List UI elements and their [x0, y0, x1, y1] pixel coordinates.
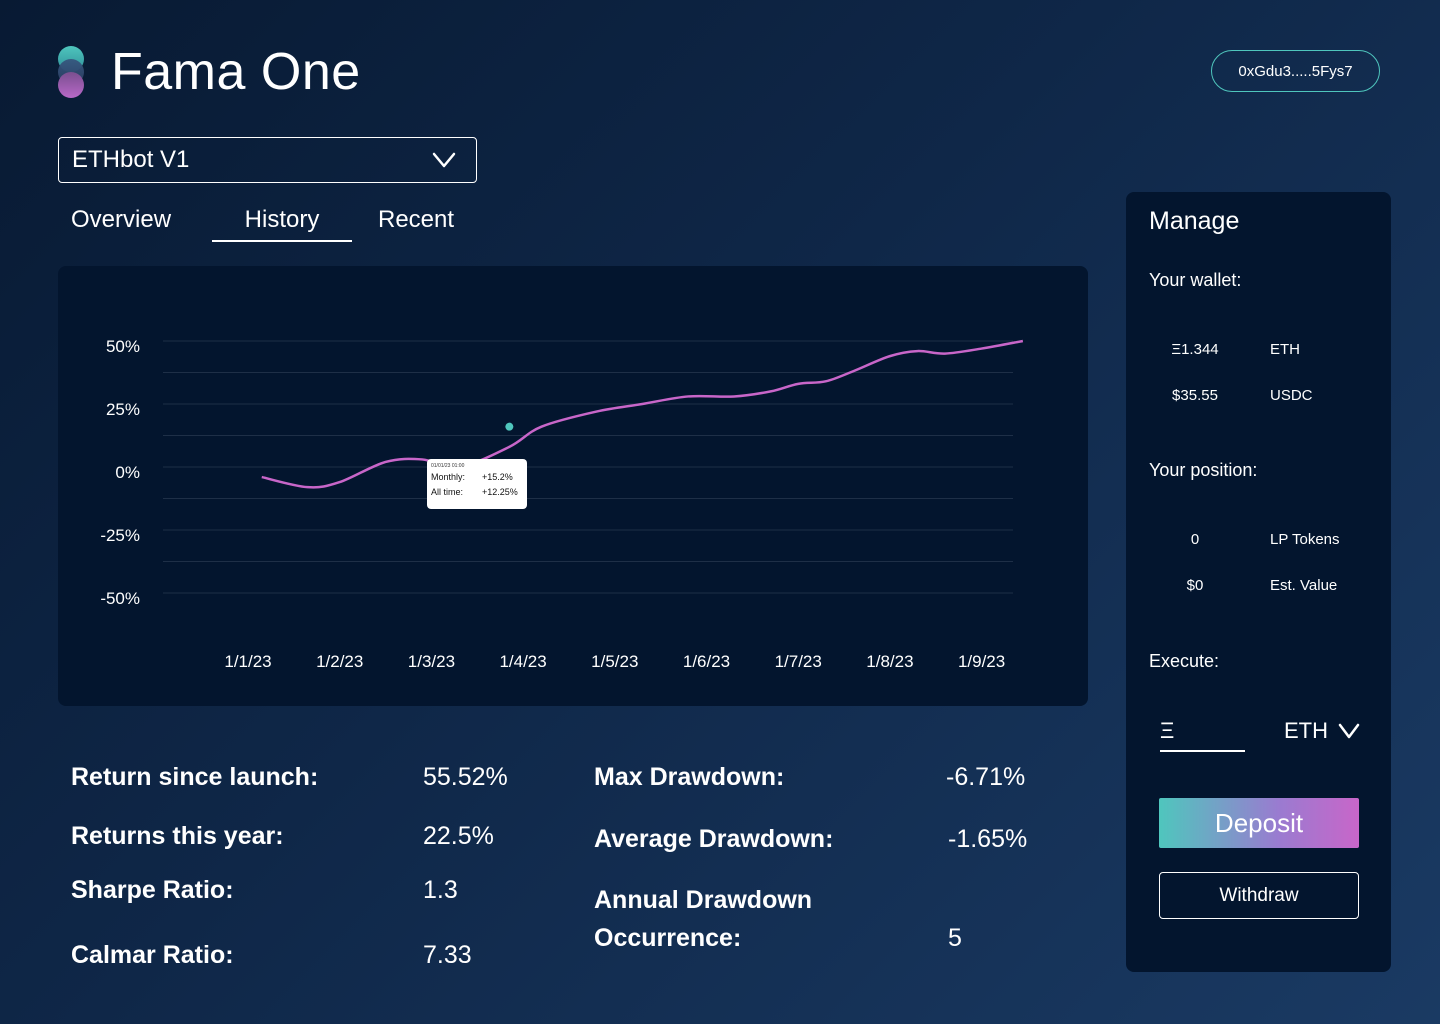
stat-label-max-drawdown: Max Drawdown: — [594, 763, 785, 791]
execute-label: Execute: — [1149, 651, 1220, 671]
chart-x-tick-label: 1/8/23 — [866, 652, 913, 671]
stat-label-returns-this-year: Returns this year: — [71, 822, 284, 850]
chart-x-tick-label: 1/7/23 — [775, 652, 822, 671]
stat-value-annual-drawdown: 5 — [948, 924, 962, 952]
wallet-address-button[interactable]: 0xGdu3.....5Fys7 — [1211, 50, 1380, 92]
tooltip-date: 01/01/23 01:00 — [431, 463, 465, 469]
manage-panel: Manage Your wallet: Ξ1.344 ETH $35.55 US… — [1126, 192, 1391, 972]
chart-tooltip: 01/01/23 01:00 Monthly: +15.2% All time:… — [427, 459, 527, 509]
position-lp-amount: 0 — [1190, 531, 1200, 548]
tab-overview[interactable]: Overview — [71, 206, 172, 233]
stat-label-annual-drawdown-line2: Occurrence: — [594, 924, 742, 952]
bot-select-dropdown[interactable]: ETHbot V1 — [58, 137, 477, 183]
tooltip-alltime-label: All time: — [431, 487, 464, 497]
position-value-amount: $0 — [1186, 577, 1204, 594]
amount-prefix: Ξ — [1160, 718, 1175, 743]
stat-value-average-drawdown: -1.65% — [948, 825, 1028, 853]
wallet-eth-unit: ETH — [1270, 341, 1300, 358]
wallet-label: Your wallet: — [1149, 270, 1242, 290]
chart-x-tick-label: 1/1/23 — [224, 652, 271, 671]
chart-highlight-point — [505, 422, 514, 431]
stat-label-return-since-launch: Return since launch: — [71, 763, 319, 791]
position-label: Your position: — [1149, 460, 1258, 480]
app-title: Fama One — [111, 43, 361, 101]
chart-y-tick-label: 0% — [115, 463, 140, 482]
manage-title: Manage — [1149, 207, 1240, 235]
chart-series-line — [261, 339, 1024, 489]
tab-history[interactable]: History — [212, 200, 352, 242]
deposit-button[interactable]: Deposit — [1159, 798, 1359, 848]
chart-y-tick-label: 50% — [106, 337, 140, 356]
tooltip-alltime-value: +12.25% — [482, 487, 518, 497]
position-lp-unit: LP Tokens — [1270, 531, 1340, 548]
chart-x-tick-label: 1/9/23 — [958, 652, 1005, 671]
position-value-unit: Est. Value — [1270, 577, 1338, 594]
chart-x-tick-label: 1/2/23 — [316, 652, 363, 671]
currency-select[interactable]: ETH — [1284, 714, 1360, 748]
withdraw-button[interactable]: Withdraw — [1159, 872, 1359, 919]
tab-recent[interactable]: Recent — [378, 206, 455, 233]
chevron-down-icon — [1338, 723, 1360, 739]
chevron-down-icon — [432, 152, 456, 168]
chart-x-tick-label: 1/5/23 — [591, 652, 638, 671]
amount-input[interactable]: Ξ — [1160, 714, 1245, 752]
stat-value-calmar-ratio: 7.33 — [423, 941, 472, 969]
chart-y-tick-label: -50% — [100, 589, 140, 608]
currency-select-value: ETH — [1284, 718, 1328, 743]
stat-label-annual-drawdown-line1: Annual Drawdown — [594, 886, 813, 914]
chart-x-tick-label: 1/4/23 — [499, 652, 546, 671]
stat-label-sharpe-ratio: Sharpe Ratio: — [71, 876, 234, 904]
wallet-usdc-amount: $35.55 — [1172, 387, 1218, 404]
stat-value-sharpe-ratio: 1.3 — [423, 876, 458, 904]
chart-x-tick-label: 1/3/23 — [408, 652, 455, 671]
stat-value-max-drawdown: -6.71% — [946, 763, 1026, 791]
chart-x-tick-label: 1/6/23 — [683, 652, 730, 671]
tooltip-monthly-label: Monthly: — [431, 472, 466, 482]
chart-y-tick-label: 25% — [106, 400, 140, 419]
wallet-eth-amount: Ξ1.344 — [1171, 341, 1219, 358]
bot-select-value: ETHbot V1 — [72, 146, 190, 173]
wallet-usdc-unit: USDC — [1270, 387, 1313, 404]
app-logo — [58, 46, 84, 98]
stat-label-average-drawdown: Average Drawdown: — [594, 825, 834, 853]
stat-value-returns-this-year: 22.5% — [423, 822, 494, 850]
tooltip-monthly-value: +15.2% — [482, 472, 513, 482]
stat-label-calmar-ratio: Calmar Ratio: — [71, 941, 234, 969]
history-chart-panel: 50% 25% 0% -25% -50% 1/1/23 1/2/23 1/3/23 1/4/23… — [58, 266, 1088, 706]
chart-y-tick-label: -25% — [100, 526, 140, 545]
logo-dot-bottom — [58, 72, 84, 98]
stat-value-return-since-launch: 55.52% — [423, 763, 508, 791]
history-chart: 50% 25% 0% -25% -50% 1/1/23 1/2/23 1/3/23 1/4/23… — [100, 337, 1024, 671]
